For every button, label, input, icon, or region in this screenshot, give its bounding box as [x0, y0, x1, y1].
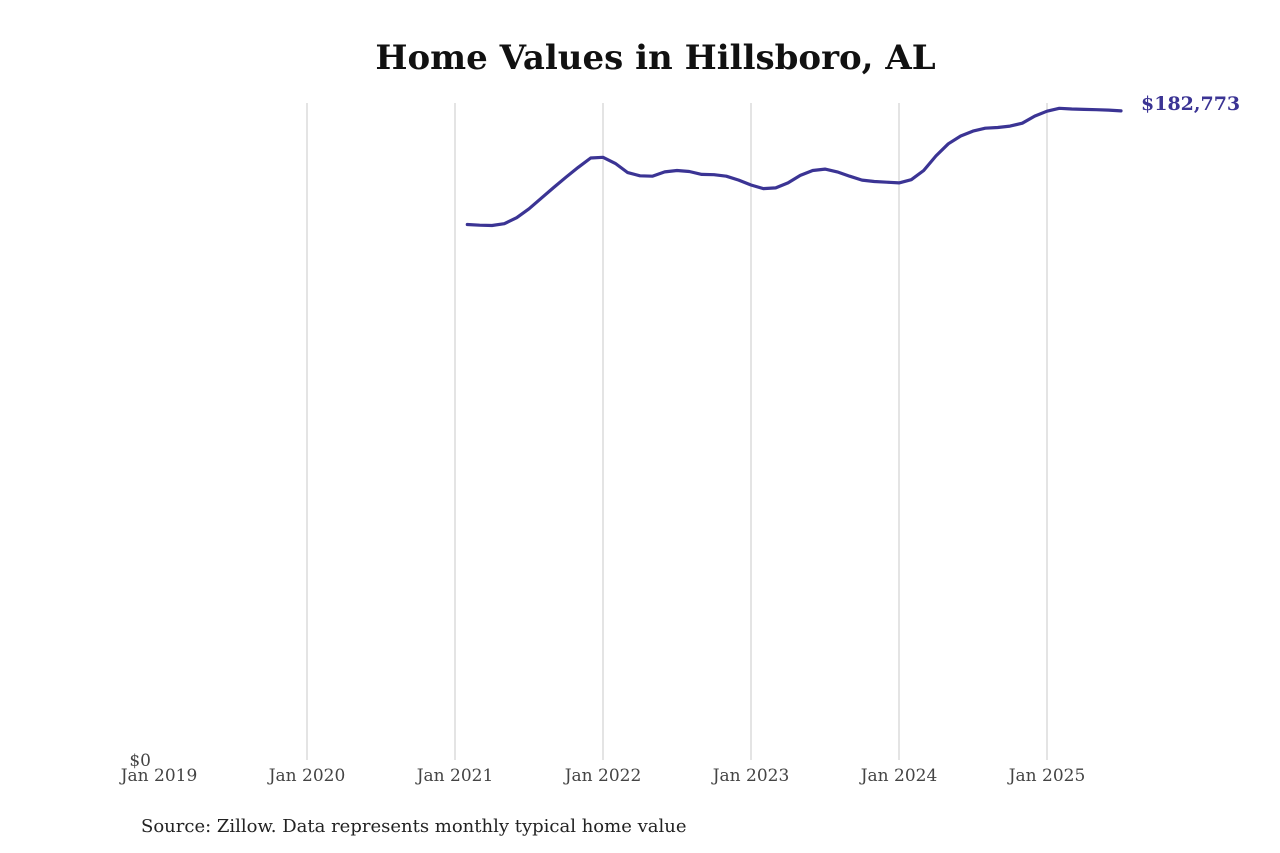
end-value-label: $182,773 — [1141, 93, 1240, 115]
chart-title: Home Values in Hillsboro, AL — [375, 38, 936, 78]
series-line — [465, 106, 1123, 228]
series-line-group — [465, 106, 1123, 228]
x-tick-label: Jan 2019 — [119, 766, 198, 786]
axis-labels: Jan 2019 Jan 2020 Jan 2021 Jan 2022 Jan 2023… — [119, 93, 1240, 786]
x-tick-label: Jan 2025 — [1007, 766, 1086, 786]
source-note: Source: Zillow. Data represents monthly … — [141, 816, 687, 837]
x-tick-label: Jan 2022 — [563, 766, 642, 786]
gridlines — [306, 103, 1048, 760]
x-tick-label: Jan 2020 — [267, 766, 346, 786]
x-tick-label: Jan 2021 — [415, 766, 494, 786]
y-tick-label: $0 — [129, 751, 151, 771]
x-tick-label: Jan 2024 — [859, 766, 938, 786]
x-tick-label: Jan 2023 — [711, 766, 790, 786]
